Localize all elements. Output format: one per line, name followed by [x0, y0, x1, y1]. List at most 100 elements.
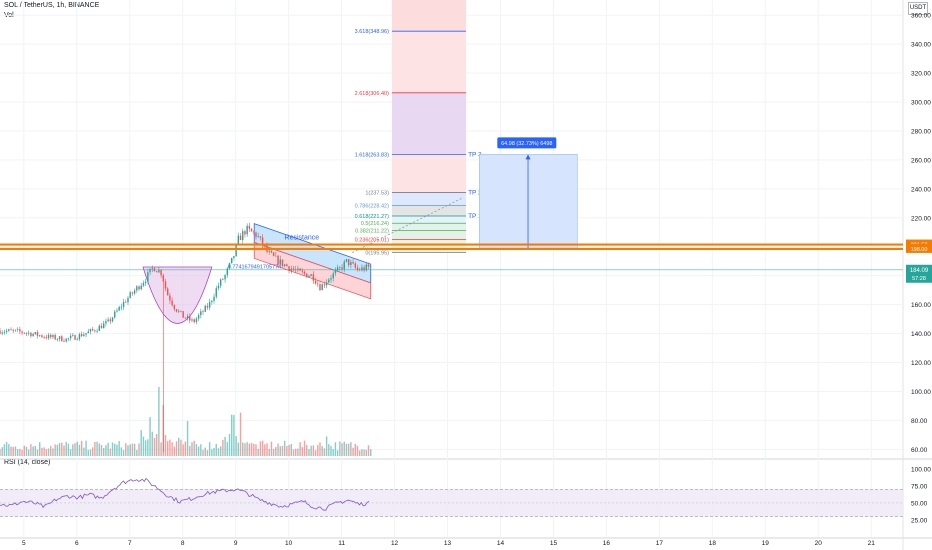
symbol-title: SOL / TetherUS, 1h, BINANCE: [4, 2, 100, 9]
candle-body-152: [334, 270, 337, 274]
volume-bar-102: [224, 436, 226, 456]
volume-bar-46: [100, 445, 103, 456]
candle-body-120: [264, 245, 266, 247]
volume-bar-69: [151, 431, 153, 456]
volume-bar-136: [299, 442, 301, 456]
candle-body-83: [182, 311, 184, 318]
candle-body-63: [138, 286, 140, 290]
candle-body-93: [204, 305, 206, 312]
rsi-tick-label-75: 75.00: [911, 483, 928, 490]
candle-body-48: [105, 321, 107, 324]
volume-bar-146: [321, 446, 323, 456]
candle-body-108: [237, 235, 240, 245]
candle-body-112: [246, 225, 248, 235]
candle-body-96: [211, 300, 213, 303]
y-tick-label-340: 340.00: [911, 42, 931, 49]
candle-body-142: [312, 274, 315, 281]
candle-body-53: [116, 310, 118, 312]
x-tick-label-10: 10: [285, 540, 293, 547]
volume-bar-113: [248, 443, 251, 456]
x-tick-label-16: 16: [603, 540, 611, 547]
candle-body-57: [125, 301, 127, 303]
volume-bar-58: [127, 445, 129, 456]
volume-bar-16: [34, 445, 37, 456]
candle-body-47: [102, 323, 105, 329]
volume-bar-39: [85, 440, 87, 456]
candle-body-156: [343, 261, 345, 270]
volume-bar-91: [200, 444, 202, 456]
volume-bar-167: [367, 445, 370, 456]
volume-bar-108: [237, 442, 240, 456]
volume-bar-106: [233, 415, 235, 456]
volume-bar-19: [41, 447, 43, 456]
volume-bar-35: [76, 441, 78, 456]
y-tick-label-100: 100.00: [911, 389, 931, 396]
volume-bar-54: [118, 441, 120, 456]
candle-body-51: [111, 317, 114, 322]
candle-body-13: [27, 332, 30, 334]
candle-body-0: [0, 330, 1, 334]
candle-body-101: [222, 279, 224, 281]
candle-body-94: [206, 305, 209, 308]
volume-bar-89: [195, 444, 198, 456]
candle-body-90: [197, 315, 200, 319]
volume-bar-153: [336, 450, 339, 456]
candle-body-5: [10, 329, 12, 331]
candle-body-139: [306, 273, 308, 278]
volume-bar-73: [160, 442, 162, 456]
x-tick-label-6: 6: [75, 540, 79, 547]
volume-bar-116: [255, 444, 257, 456]
x-tick-label-13: 13: [444, 540, 452, 547]
candle-body-104: [228, 263, 231, 269]
volume-bar-149: [328, 444, 330, 456]
orange-tag-bg-1: [906, 243, 932, 253]
y-tick-label-300: 300.00: [911, 100, 931, 107]
rsi-tick-label-25: 25.00: [911, 517, 928, 524]
x-tick-label-15: 15: [550, 540, 558, 547]
fib-zone-0: [391, 31, 467, 93]
volume-bar-107: [235, 436, 237, 456]
volume-bar-122: [268, 448, 270, 456]
candle-body-140: [308, 276, 310, 278]
volume-bar-131: [288, 444, 290, 456]
volume-bar-118: [259, 441, 262, 456]
volume-bar-74: [162, 405, 165, 456]
candle-body-95: [208, 302, 211, 308]
rsi-label: RSI (14, close): [4, 459, 51, 466]
fib-label-8: 0.236(205.01): [355, 237, 389, 243]
candle-body-110: [242, 231, 244, 241]
volume-bar-86: [189, 445, 191, 456]
candle-body-76: [166, 288, 169, 296]
fib-label-5: 0.618(221.27): [355, 214, 389, 220]
fib-label-0: 3.618(348.96): [355, 29, 389, 35]
volume-bar-31: [67, 443, 70, 456]
volume-bar-163: [358, 450, 361, 456]
x-tick-label-19: 19: [762, 540, 770, 547]
volume-bar-26: [56, 444, 59, 456]
volume-bar-135: [297, 448, 299, 456]
candle-body-91: [200, 311, 202, 316]
candle-body-128: [281, 259, 284, 266]
candle-body-21: [45, 337, 48, 339]
candle-body-32: [69, 335, 72, 339]
volume-bar-23: [50, 446, 52, 456]
volume-bar-76: [166, 441, 169, 456]
candle-body-11: [23, 332, 25, 334]
volume-bar-60: [131, 443, 134, 456]
volume-bar-114: [250, 442, 253, 456]
candle-body-33: [72, 335, 74, 336]
volume-bar-145: [319, 442, 321, 456]
candle-body-84: [184, 317, 187, 319]
candle-body-138: [303, 271, 306, 274]
candle-body-149: [328, 279, 330, 283]
candle-body-155: [341, 267, 343, 270]
volume-bar-142: [312, 445, 315, 456]
candle-body-41: [89, 329, 92, 332]
volume-bar-55: [120, 447, 123, 456]
currency-label: USDT: [908, 2, 928, 15]
candle-body-141: [310, 274, 312, 277]
candle-body-43: [94, 330, 96, 332]
volume-bar-3: [5, 441, 8, 456]
volume-bar-112: [246, 442, 248, 456]
